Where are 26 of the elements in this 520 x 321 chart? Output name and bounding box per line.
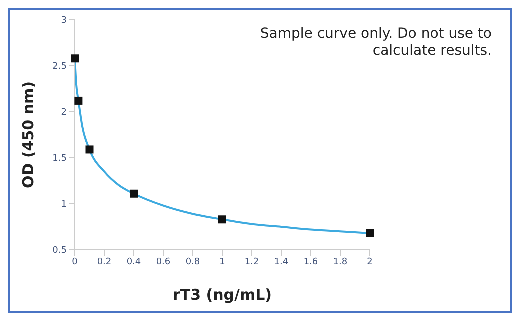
x-tick-label: 1.8 xyxy=(333,257,348,268)
x-tick-label: 1.4 xyxy=(274,257,289,268)
point xyxy=(74,96,83,105)
y-tick-label: 1.5 xyxy=(52,154,67,164)
y-tick-label: 3 xyxy=(61,16,67,26)
point xyxy=(366,229,374,238)
x-tick-label: 1.2 xyxy=(244,257,260,268)
x-tick-label: 0.6 xyxy=(156,257,171,268)
y-tick-label: 1 xyxy=(61,200,67,210)
x-tick-label: 0 xyxy=(72,257,78,268)
x-tick-label: 1 xyxy=(220,257,226,268)
x-axis-title: rT3 (ng/mL) xyxy=(172,286,272,304)
x-tick-label: 0.2 xyxy=(97,257,112,268)
x-tick-label: 0.8 xyxy=(186,257,200,268)
point xyxy=(130,190,138,198)
point xyxy=(71,54,79,63)
x-tick-label: 2 xyxy=(367,257,373,268)
annotation: Sample curve only. Do not use to calculate results. xyxy=(259,26,492,60)
y-tick-label: 2 xyxy=(61,108,67,118)
y-tick-label: 0.5 xyxy=(52,246,67,256)
x-tick-label: 1.6 xyxy=(304,257,318,268)
y-axis-title: OD (450 nm) xyxy=(19,82,38,188)
point xyxy=(218,216,226,224)
x-tick-label: 0.4 xyxy=(126,257,142,268)
y-tick-label: 2.5 xyxy=(52,62,67,72)
point xyxy=(86,146,94,154)
